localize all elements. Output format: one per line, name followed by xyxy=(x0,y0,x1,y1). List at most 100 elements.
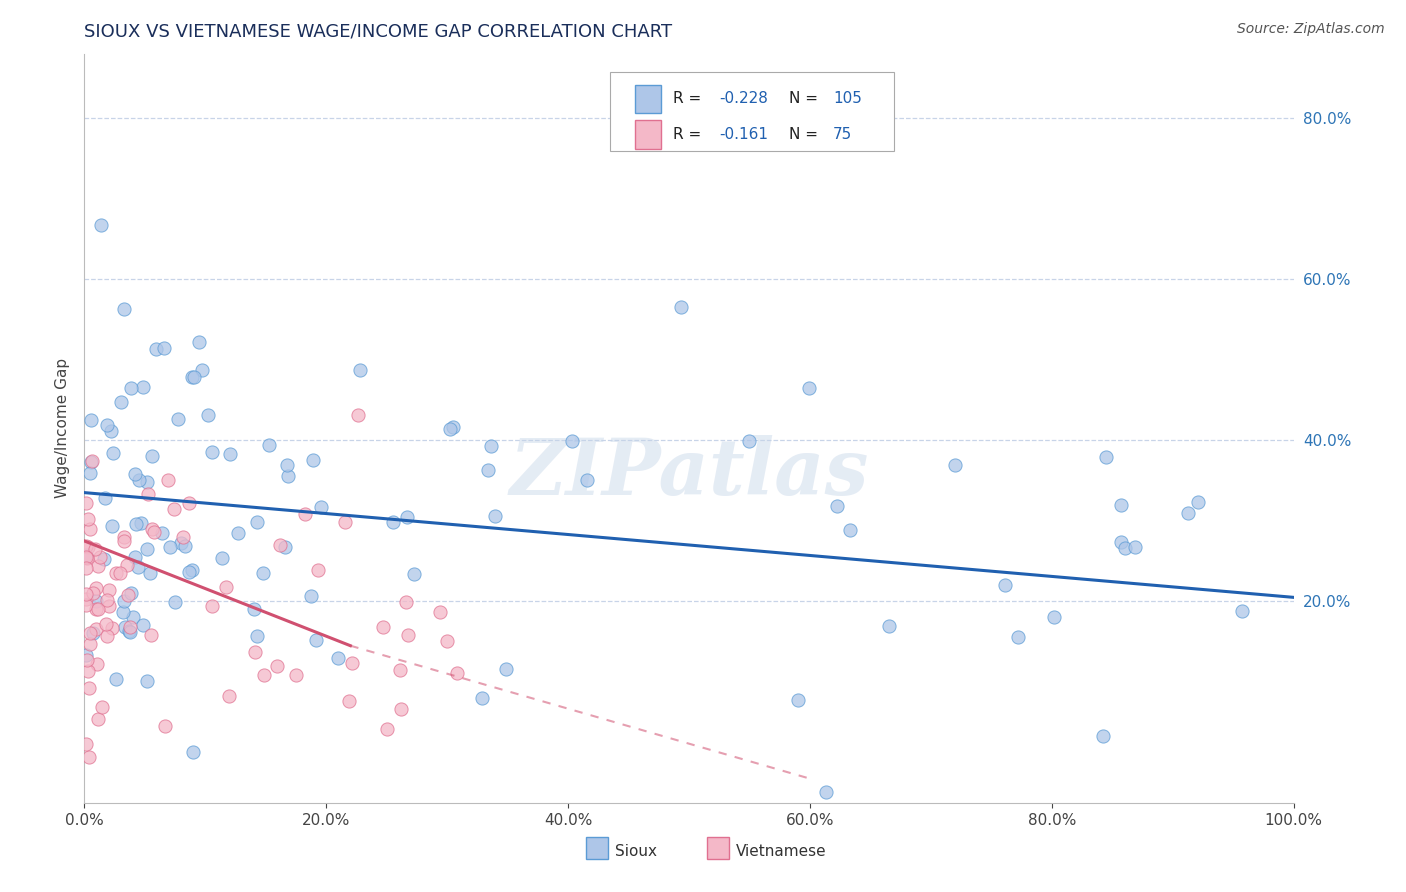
FancyBboxPatch shape xyxy=(610,72,894,151)
Point xyxy=(877,618,900,632)
Point xyxy=(276,458,298,472)
Point xyxy=(79,522,101,536)
Point xyxy=(219,447,242,461)
Point xyxy=(86,622,108,636)
Point xyxy=(90,700,112,714)
Point xyxy=(77,511,100,525)
Point xyxy=(495,662,517,676)
Point xyxy=(174,539,197,553)
Point xyxy=(79,637,101,651)
Point xyxy=(1094,450,1116,464)
Point xyxy=(75,561,97,575)
Point xyxy=(214,581,236,595)
Point xyxy=(787,693,810,707)
Point xyxy=(76,548,98,562)
Point xyxy=(436,633,458,648)
Point xyxy=(115,558,138,572)
Point xyxy=(94,616,117,631)
Point xyxy=(301,452,323,467)
Point xyxy=(90,218,112,232)
Point xyxy=(305,632,328,647)
Point xyxy=(96,629,118,643)
Point xyxy=(441,419,464,434)
Point xyxy=(211,550,233,565)
Point xyxy=(75,648,97,662)
Point xyxy=(75,598,97,612)
Point xyxy=(481,439,503,453)
Point xyxy=(112,534,135,549)
Text: 105: 105 xyxy=(832,91,862,106)
Point xyxy=(114,620,136,634)
Point xyxy=(266,658,288,673)
Point xyxy=(120,381,142,395)
Point xyxy=(153,719,176,733)
Point xyxy=(838,524,860,538)
Point xyxy=(136,673,159,688)
Point xyxy=(104,566,127,580)
Point xyxy=(183,369,205,384)
FancyBboxPatch shape xyxy=(634,120,661,149)
Point xyxy=(228,525,250,540)
Point xyxy=(87,713,110,727)
Text: Source: ZipAtlas.com: Source: ZipAtlas.com xyxy=(1237,22,1385,37)
Point xyxy=(277,469,299,483)
Point xyxy=(159,540,181,554)
Point xyxy=(117,589,139,603)
Point xyxy=(75,587,97,601)
Point xyxy=(139,628,162,642)
Point xyxy=(127,559,149,574)
Point xyxy=(131,516,153,530)
Point xyxy=(125,517,148,532)
Point xyxy=(89,550,111,565)
Point xyxy=(396,628,419,642)
Point xyxy=(108,566,131,580)
Point xyxy=(1109,535,1132,549)
FancyBboxPatch shape xyxy=(707,837,728,859)
Point xyxy=(100,519,122,533)
Point xyxy=(80,413,103,427)
Point xyxy=(201,599,224,613)
Point xyxy=(153,341,176,355)
Point xyxy=(349,363,371,377)
Point xyxy=(112,301,135,316)
Point xyxy=(167,412,190,426)
Point xyxy=(163,595,186,609)
Point xyxy=(136,486,159,500)
Point xyxy=(669,300,692,314)
Point xyxy=(76,653,98,667)
Point xyxy=(82,586,104,600)
Point xyxy=(340,656,363,670)
Point xyxy=(326,650,349,665)
Point xyxy=(561,434,583,448)
Point xyxy=(1187,495,1209,509)
Point xyxy=(145,343,167,357)
Point xyxy=(118,624,141,639)
Point xyxy=(96,417,118,432)
Point xyxy=(177,566,200,580)
Point xyxy=(110,394,132,409)
Point xyxy=(139,566,162,581)
Point xyxy=(576,473,599,487)
Point xyxy=(80,455,103,469)
Point xyxy=(309,500,332,514)
Point xyxy=(98,599,121,613)
Point xyxy=(124,467,146,481)
FancyBboxPatch shape xyxy=(634,85,661,113)
Point xyxy=(87,559,110,574)
Point xyxy=(943,458,966,472)
Point xyxy=(252,566,274,580)
Point xyxy=(994,577,1017,591)
Point xyxy=(269,538,291,552)
Point xyxy=(381,515,404,529)
Point xyxy=(307,563,329,577)
Point xyxy=(128,473,150,487)
Point xyxy=(136,475,159,490)
Point xyxy=(299,589,322,603)
Point xyxy=(76,664,98,678)
Point xyxy=(484,508,506,523)
Point xyxy=(388,664,411,678)
Point xyxy=(75,549,97,564)
Point xyxy=(111,605,134,619)
Point xyxy=(1007,630,1029,644)
Point xyxy=(172,530,194,544)
